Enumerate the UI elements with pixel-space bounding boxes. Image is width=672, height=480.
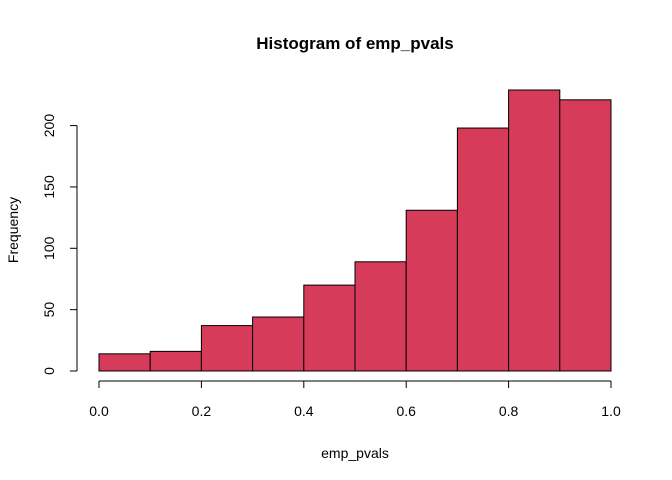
histogram-bar-1 xyxy=(149,350,202,372)
x-axis-label: emp_pvals xyxy=(321,445,389,461)
x-tick-label-0: 0.0 xyxy=(89,403,109,419)
y-axis-label: Frequency xyxy=(5,197,21,263)
x-tick-label-4: 0.8 xyxy=(499,403,519,419)
histogram-bar-5 xyxy=(354,261,407,372)
x-axis: 0.0 0.2 0.4 0.6 0.8 1.0 xyxy=(89,380,621,419)
x-tick-label-2: 0.4 xyxy=(294,403,314,419)
chart-title: Histogram of emp_pvals xyxy=(256,34,453,53)
bars-group xyxy=(98,89,612,372)
histogram-bar-2 xyxy=(200,325,254,372)
y-tick-label-3: 150 xyxy=(41,175,57,199)
y-axis: 0 50 100 150 200 xyxy=(41,114,78,375)
x-tick-label-5: 1.0 xyxy=(601,403,621,419)
y-tick-label-2: 100 xyxy=(41,236,57,260)
x-tick-label-3: 0.6 xyxy=(396,403,416,419)
histogram-bar-9 xyxy=(559,99,612,372)
y-tick-label-1: 50 xyxy=(41,302,57,318)
histogram-bar-0 xyxy=(98,353,151,372)
histogram-bar-7 xyxy=(456,127,510,372)
y-tick-label-4: 200 xyxy=(41,114,57,138)
y-tick-label-0: 0 xyxy=(41,367,57,375)
histogram-bar-6 xyxy=(405,209,458,372)
histogram-bar-3 xyxy=(252,316,305,372)
x-tick-label-1: 0.2 xyxy=(192,403,212,419)
histogram-bar-8 xyxy=(508,89,561,372)
histogram-bar-4 xyxy=(303,284,356,372)
